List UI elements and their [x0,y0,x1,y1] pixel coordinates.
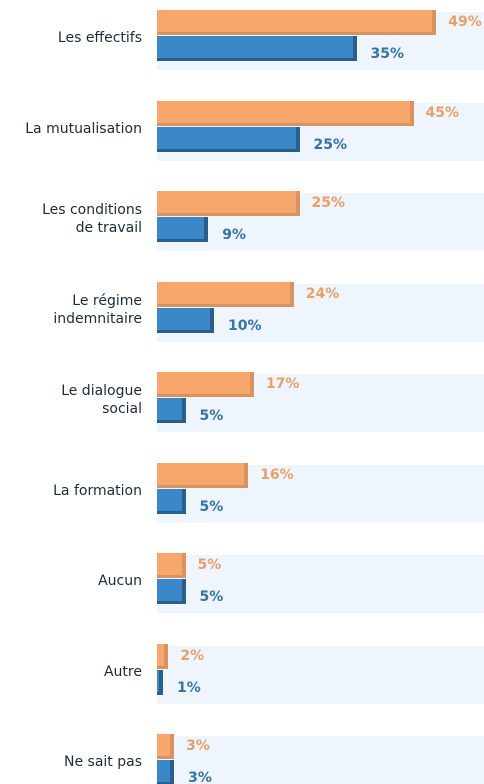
value-label: 24% [305,285,340,302]
bar [157,760,175,784]
category-label: Le dialogue social [61,383,142,417]
value-label: 5% [199,408,224,424]
category-label: La mutualisation [25,120,142,137]
value-label: 3% [188,770,212,784]
value-label: 45% [425,104,460,121]
value-label: 5% [199,498,224,515]
bar [157,281,294,307]
bar [157,217,209,242]
value-label: 5% [197,557,222,573]
bar [157,126,300,152]
value-label: 16% [260,466,294,483]
row-band [157,645,484,704]
bar [157,669,163,695]
bar [157,553,186,578]
category-label: Les effectifs [57,30,142,46]
bar [157,307,214,333]
value-label: 3% [186,738,210,754]
bar [157,398,186,423]
value-label: 5% [199,589,224,605]
bar [157,488,186,514]
category-label: Les conditions de travail [42,202,142,236]
category-label: La formation [53,482,142,499]
value-label: 10% [228,317,262,334]
value-label: 1% [177,679,201,696]
bar [157,734,175,759]
bar [157,372,254,397]
bar [157,100,414,126]
value-label: 17% [265,376,300,392]
bar [157,579,186,604]
category-label: Ne sait pas [64,754,142,770]
bar [157,462,249,488]
value-label: 49% [448,14,482,30]
category-label: Le régime indemnitaire [53,292,142,327]
value-label: 9% [222,227,247,243]
bar [157,10,437,35]
value-label: 25% [311,195,346,211]
bar [157,643,169,669]
category-label: Autre [103,663,142,680]
value-label: 25% [313,136,348,153]
row-band [157,555,484,613]
category-label: Aucun [98,573,142,589]
value-label: 2% [180,647,205,664]
bar [157,36,357,61]
bar [157,191,300,216]
row-band [157,736,484,784]
value-label: 35% [370,46,405,62]
